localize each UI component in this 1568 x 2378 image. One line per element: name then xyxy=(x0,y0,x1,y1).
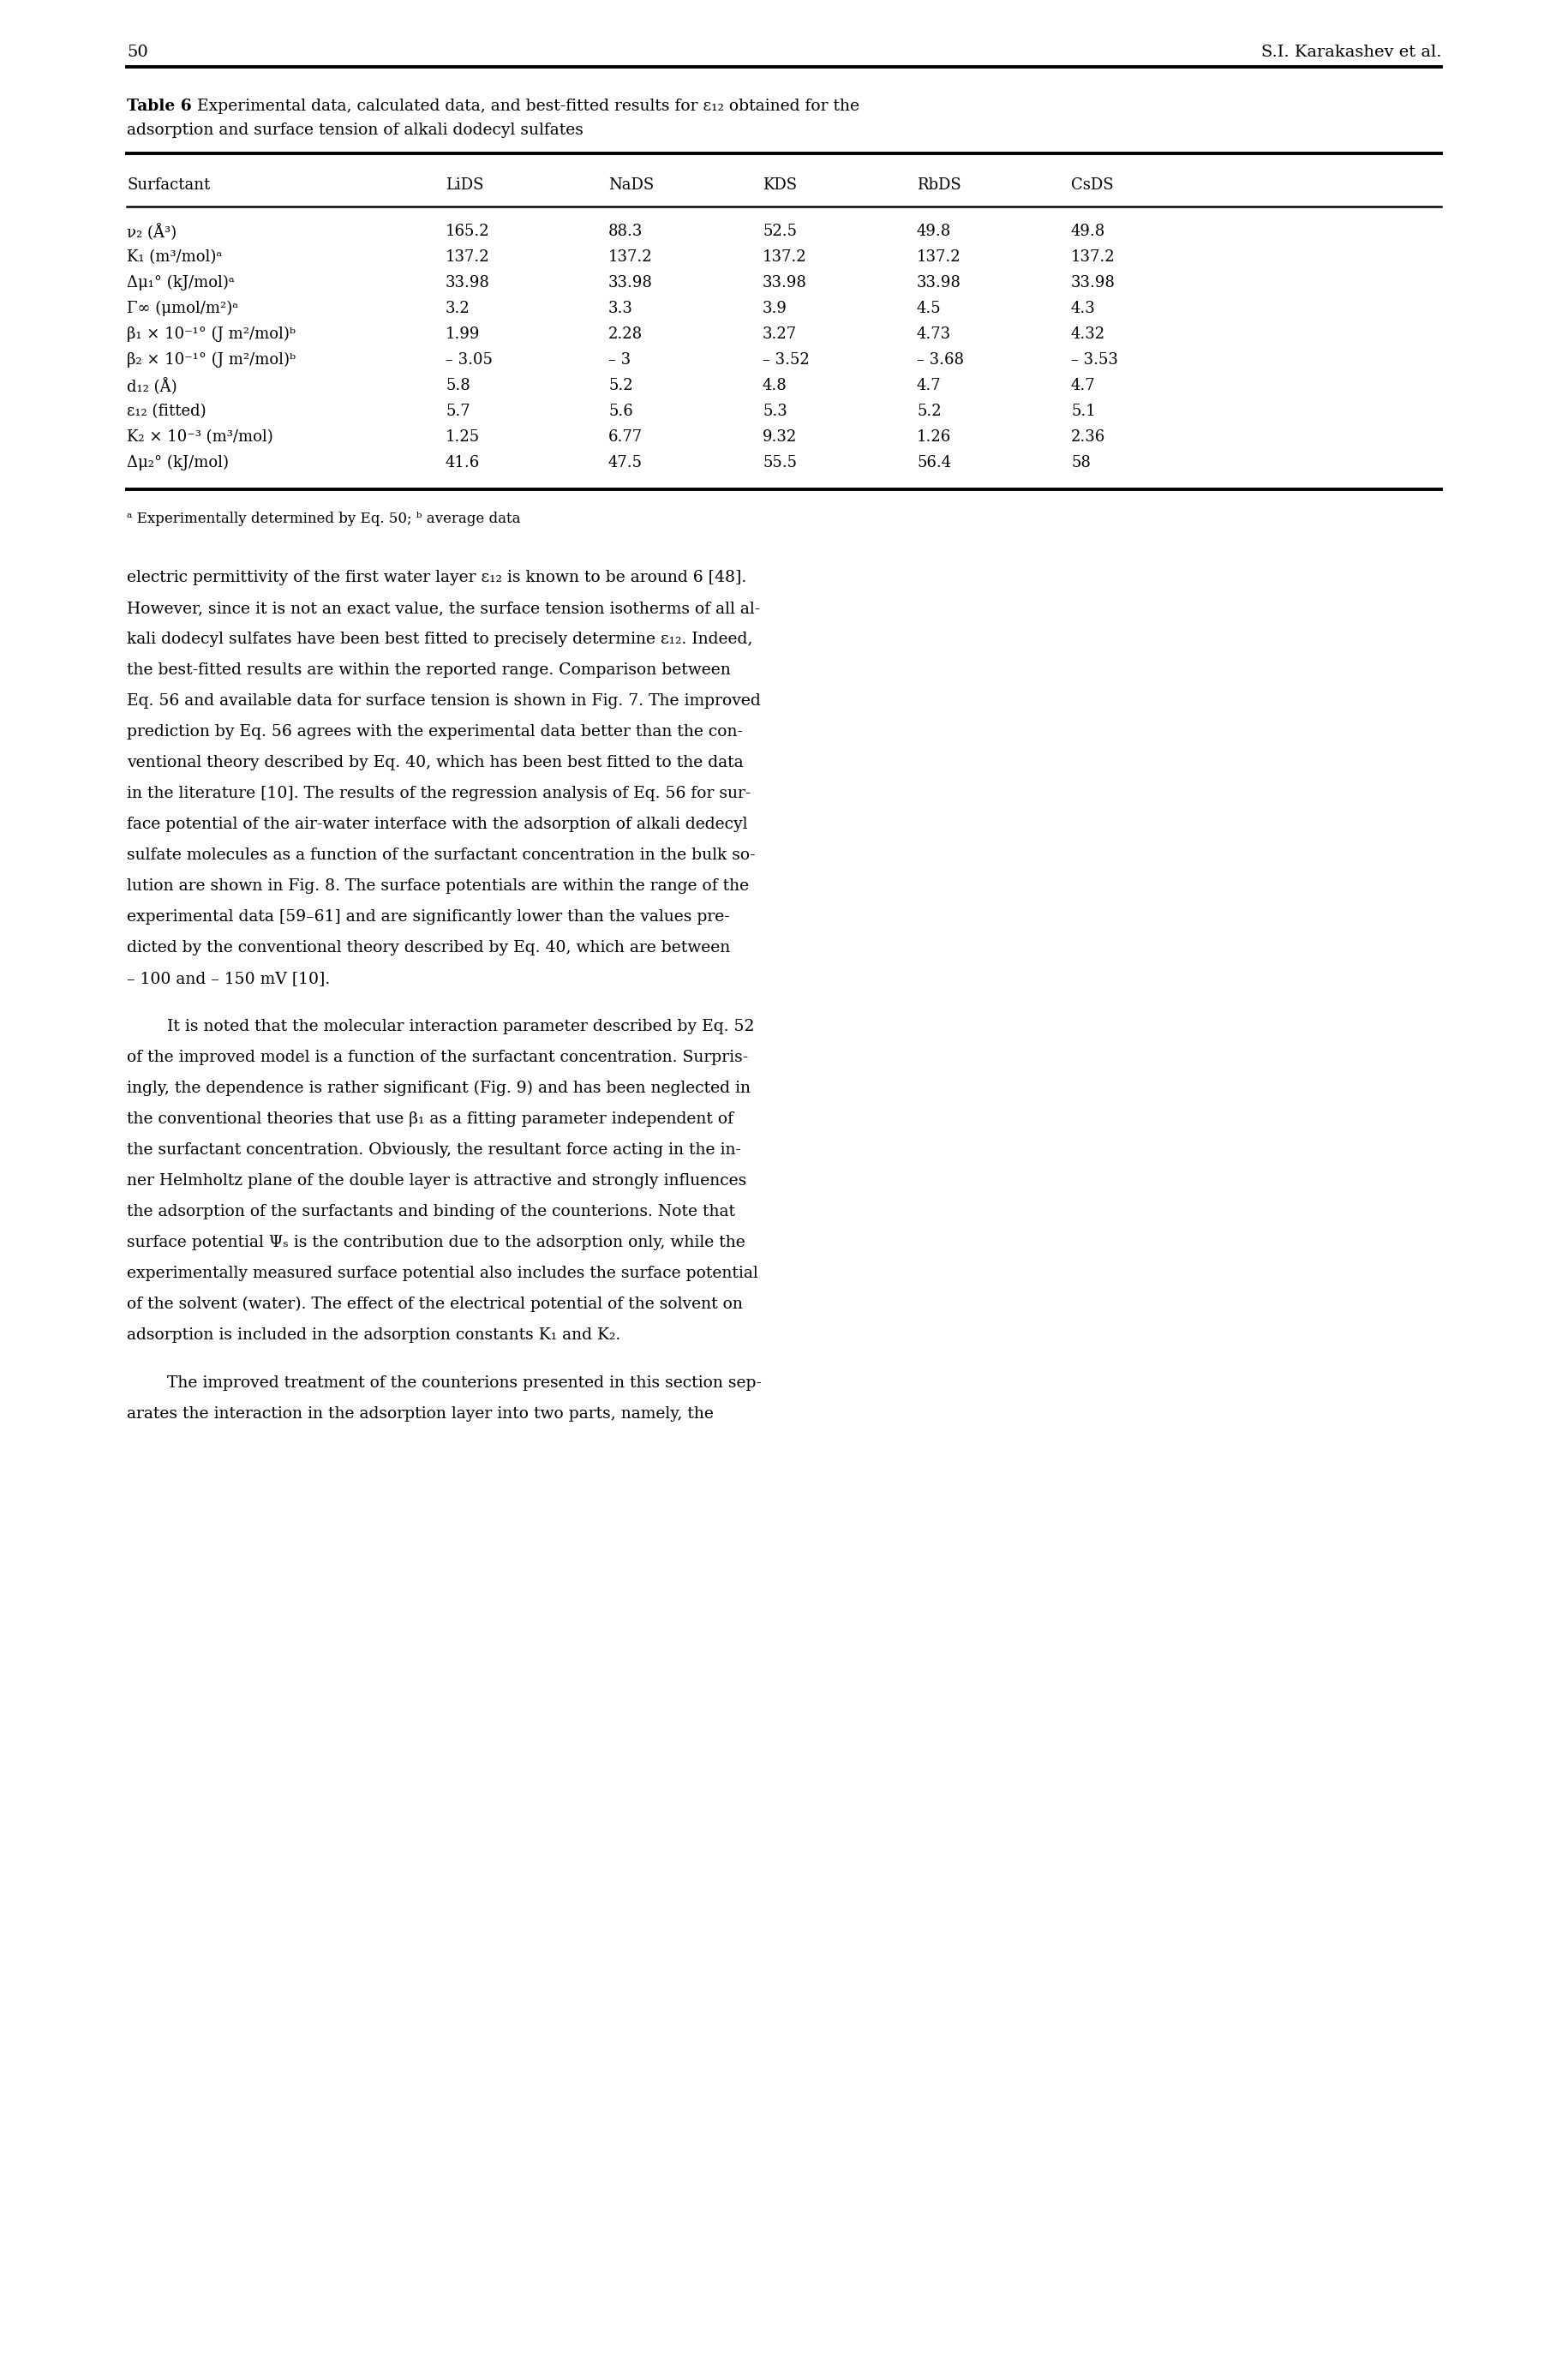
Text: experimental data [59–61] and are significantly lower than the values pre-: experimental data [59–61] and are signif… xyxy=(127,908,729,925)
Text: Δμ₁° (kJ/mol)ᵃ: Δμ₁° (kJ/mol)ᵃ xyxy=(127,276,235,290)
Text: ν₂ (Å³): ν₂ (Å³) xyxy=(127,224,177,240)
Text: 3.2: 3.2 xyxy=(445,300,470,316)
Text: face potential of the air-water interface with the adsorption of alkali dedecyl: face potential of the air-water interfac… xyxy=(127,816,748,832)
Text: 137.2: 137.2 xyxy=(1071,250,1115,264)
Text: 41.6: 41.6 xyxy=(445,454,480,471)
Text: of the solvent (water). The effect of the electrical potential of the solvent on: of the solvent (water). The effect of th… xyxy=(127,1296,743,1313)
Text: 33.98: 33.98 xyxy=(762,276,808,290)
Text: 5.6: 5.6 xyxy=(608,404,633,419)
Text: 5.8: 5.8 xyxy=(445,378,470,392)
Text: The improved treatment of the counterions presented in this section sep-: The improved treatment of the counterion… xyxy=(168,1374,762,1391)
Text: 33.98: 33.98 xyxy=(917,276,961,290)
Text: – 3.68: – 3.68 xyxy=(917,352,964,369)
Text: – 100 and – 150 mV [10].: – 100 and – 150 mV [10]. xyxy=(127,970,331,987)
Text: 137.2: 137.2 xyxy=(608,250,652,264)
Text: – 3.05: – 3.05 xyxy=(445,352,492,369)
Text: 33.98: 33.98 xyxy=(608,276,652,290)
Text: 4.7: 4.7 xyxy=(1071,378,1096,392)
Text: 58: 58 xyxy=(1071,454,1091,471)
Text: sulfate molecules as a function of the surfactant concentration in the bulk so-: sulfate molecules as a function of the s… xyxy=(127,847,756,863)
Text: – 3: – 3 xyxy=(608,352,630,369)
Text: RbDS: RbDS xyxy=(917,178,961,193)
Text: the best-fitted results are within the reported range. Comparison between: the best-fitted results are within the r… xyxy=(127,663,731,678)
Text: Table 6: Table 6 xyxy=(127,97,191,114)
Text: Experimental data, calculated data, and best-fitted results for ε₁₂ obtained for: Experimental data, calculated data, and … xyxy=(191,97,859,114)
Text: LiDS: LiDS xyxy=(445,178,483,193)
Text: 165.2: 165.2 xyxy=(445,224,489,240)
Text: the conventional theories that use β₁ as a fitting parameter independent of: the conventional theories that use β₁ as… xyxy=(127,1111,734,1127)
Text: 137.2: 137.2 xyxy=(445,250,489,264)
Text: K₁ (m³/mol)ᵃ: K₁ (m³/mol)ᵃ xyxy=(127,250,223,264)
Text: ner Helmholtz plane of the double layer is attractive and strongly influences: ner Helmholtz plane of the double layer … xyxy=(127,1172,746,1189)
Text: adsorption is included in the adsorption constants K₁ and K₂.: adsorption is included in the adsorption… xyxy=(127,1327,621,1344)
Text: 3.9: 3.9 xyxy=(762,300,787,316)
Text: ᵃ Experimentally determined by Eq. 50; ᵇ average data: ᵃ Experimentally determined by Eq. 50; ᵇ… xyxy=(127,511,521,526)
Text: β₂ × 10⁻¹° (J m²/mol)ᵇ: β₂ × 10⁻¹° (J m²/mol)ᵇ xyxy=(127,352,296,369)
Text: 137.2: 137.2 xyxy=(762,250,808,264)
Text: 49.8: 49.8 xyxy=(917,224,952,240)
Text: 50: 50 xyxy=(127,45,147,59)
Text: 5.7: 5.7 xyxy=(445,404,470,419)
Text: kali dodecyl sulfates have been best fitted to precisely determine ε₁₂. Indeed,: kali dodecyl sulfates have been best fit… xyxy=(127,633,753,647)
Text: 3.27: 3.27 xyxy=(762,326,797,342)
Text: β₁ × 10⁻¹° (J m²/mol)ᵇ: β₁ × 10⁻¹° (J m²/mol)ᵇ xyxy=(127,326,296,342)
Text: arates the interaction in the adsorption layer into two parts, namely, the: arates the interaction in the adsorption… xyxy=(127,1405,713,1422)
Text: – 3.53: – 3.53 xyxy=(1071,352,1118,369)
Text: NaDS: NaDS xyxy=(608,178,654,193)
Text: 5.2: 5.2 xyxy=(917,404,941,419)
Text: 1.99: 1.99 xyxy=(445,326,480,342)
Text: 52.5: 52.5 xyxy=(762,224,797,240)
Text: – 3.52: – 3.52 xyxy=(762,352,809,369)
Text: S.I. Karakashev et al.: S.I. Karakashev et al. xyxy=(1261,45,1441,59)
Text: 4.7: 4.7 xyxy=(917,378,941,392)
Text: 5.2: 5.2 xyxy=(608,378,633,392)
Text: 4.32: 4.32 xyxy=(1071,326,1105,342)
Text: 33.98: 33.98 xyxy=(445,276,489,290)
Text: 5.3: 5.3 xyxy=(762,404,787,419)
Text: Δμ₂° (kJ/mol): Δμ₂° (kJ/mol) xyxy=(127,454,229,471)
Text: the adsorption of the surfactants and binding of the counterions. Note that: the adsorption of the surfactants and bi… xyxy=(127,1203,735,1220)
Text: prediction by Eq. 56 agrees with the experimental data better than the con-: prediction by Eq. 56 agrees with the exp… xyxy=(127,725,743,740)
Text: 4.3: 4.3 xyxy=(1071,300,1096,316)
Text: in the literature [10]. The results of the regression analysis of Eq. 56 for sur: in the literature [10]. The results of t… xyxy=(127,785,751,801)
Text: 2.28: 2.28 xyxy=(608,326,643,342)
Text: ventional theory described by Eq. 40, which has been best fitted to the data: ventional theory described by Eq. 40, wh… xyxy=(127,754,743,770)
Text: 6.77: 6.77 xyxy=(608,430,643,445)
Text: Γ∞ (μmol/m²)ᵃ: Γ∞ (μmol/m²)ᵃ xyxy=(127,300,238,316)
Text: electric permittivity of the first water layer ε₁₂ is known to be around 6 [48].: electric permittivity of the first water… xyxy=(127,571,746,585)
Text: 1.26: 1.26 xyxy=(917,430,952,445)
Text: d₁₂ (Å): d₁₂ (Å) xyxy=(127,378,177,395)
Text: 56.4: 56.4 xyxy=(917,454,952,471)
Text: dicted by the conventional theory described by Eq. 40, which are between: dicted by the conventional theory descri… xyxy=(127,939,731,956)
Text: lution are shown in Fig. 8. The surface potentials are within the range of the: lution are shown in Fig. 8. The surface … xyxy=(127,877,750,894)
Text: ingly, the dependence is rather significant (Fig. 9) and has been neglected in: ingly, the dependence is rather signific… xyxy=(127,1080,751,1096)
Text: 137.2: 137.2 xyxy=(917,250,961,264)
Text: 4.8: 4.8 xyxy=(762,378,787,392)
Text: 1.25: 1.25 xyxy=(445,430,480,445)
Text: 5.1: 5.1 xyxy=(1071,404,1096,419)
Text: adsorption and surface tension of alkali dodecyl sulfates: adsorption and surface tension of alkali… xyxy=(127,124,583,138)
Text: 49.8: 49.8 xyxy=(1071,224,1105,240)
Text: 9.32: 9.32 xyxy=(762,430,797,445)
Text: It is noted that the molecular interaction parameter described by Eq. 52: It is noted that the molecular interacti… xyxy=(168,1018,754,1034)
Text: Surfactant: Surfactant xyxy=(127,178,210,193)
Text: Eq. 56 and available data for surface tension is shown in Fig. 7. The improved: Eq. 56 and available data for surface te… xyxy=(127,694,760,709)
Text: ε₁₂ (fitted): ε₁₂ (fitted) xyxy=(127,404,205,419)
Text: 3.3: 3.3 xyxy=(608,300,633,316)
Text: 2.36: 2.36 xyxy=(1071,430,1105,445)
Text: 88.3: 88.3 xyxy=(608,224,643,240)
Text: 33.98: 33.98 xyxy=(1071,276,1115,290)
Text: CsDS: CsDS xyxy=(1071,178,1113,193)
Text: 4.73: 4.73 xyxy=(917,326,952,342)
Text: K₂ × 10⁻³ (m³/mol): K₂ × 10⁻³ (m³/mol) xyxy=(127,430,273,445)
Text: the surfactant concentration. Obviously, the resultant force acting in the in-: the surfactant concentration. Obviously,… xyxy=(127,1141,742,1158)
Text: KDS: KDS xyxy=(762,178,797,193)
Text: experimentally measured surface potential also includes the surface potential: experimentally measured surface potentia… xyxy=(127,1265,757,1282)
Text: 47.5: 47.5 xyxy=(608,454,643,471)
Text: of the improved model is a function of the surfactant concentration. Surpris-: of the improved model is a function of t… xyxy=(127,1049,748,1065)
Text: surface potential Ψₛ is the contribution due to the adsorption only, while the: surface potential Ψₛ is the contribution… xyxy=(127,1234,745,1251)
Text: However, since it is not an exact value, the surface tension isotherms of all al: However, since it is not an exact value,… xyxy=(127,602,760,616)
Text: 55.5: 55.5 xyxy=(762,454,797,471)
Text: 4.5: 4.5 xyxy=(917,300,941,316)
